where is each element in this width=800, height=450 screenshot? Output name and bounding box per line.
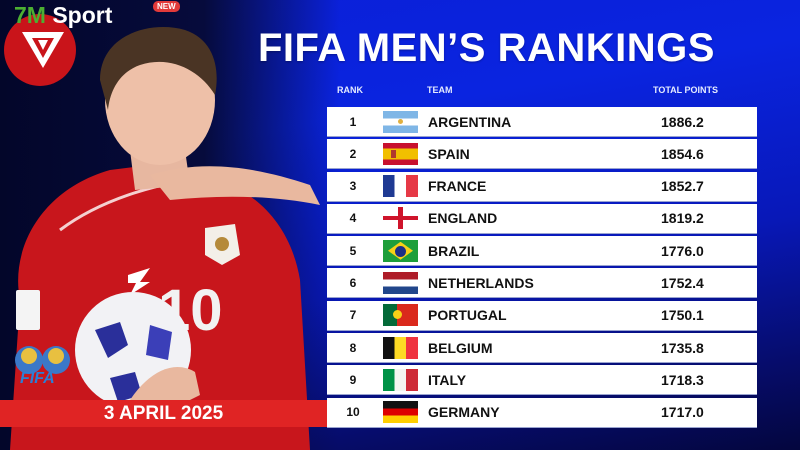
rank-cell: 8	[349, 340, 357, 355]
points-cell: 1750.1	[661, 307, 704, 324]
brand-v-logo-icon	[22, 32, 64, 68]
team-cell: FRANCE	[428, 178, 487, 195]
points-cell: 1717.0	[661, 404, 704, 421]
portugal-flag-icon	[383, 304, 418, 327]
points-cell: 1776.0	[661, 242, 704, 259]
team-cell: BRAZIL	[428, 242, 480, 259]
rank-cell: 2	[349, 146, 357, 161]
table-row: 1 ARGENTINA 1886.2	[327, 107, 757, 136]
brazil-flag-icon	[383, 239, 418, 262]
team-cell: ITALY	[428, 371, 467, 388]
points-cell: 1718.3	[661, 371, 704, 388]
table-row: 5 BRAZIL 1776.0	[327, 236, 757, 266]
table-row: 3 FRANCE 1852.7	[327, 171, 757, 201]
table-row: 10 GERMANY 1717.0	[327, 397, 757, 427]
table-row: 8 BELGIUM 1735.8	[327, 333, 757, 363]
rankings-table: 1 ARGENTINA 1886.2 2 SPAIN 1854.6 3 FRAN…	[327, 107, 757, 430]
team-cell: BELGIUM	[428, 339, 493, 356]
table-row: 6 NETHERLANDS 1752.4	[327, 268, 757, 298]
rank-cell: 4	[349, 211, 357, 226]
points-cell: 1854.6	[661, 145, 704, 162]
rank-cell: 1	[349, 114, 357, 129]
team-cell: SPAIN	[428, 145, 470, 162]
points-cell: 1886.2	[661, 113, 704, 130]
points-cell: 1752.4	[661, 274, 704, 291]
column-header-points: TOTAL POINTS	[653, 85, 719, 95]
team-cell: GERMANY	[428, 404, 500, 421]
rank-cell: 7	[349, 308, 357, 323]
points-cell: 1819.2	[661, 210, 704, 227]
rank-cell: 6	[349, 275, 357, 290]
column-header-rank: RANK	[337, 85, 363, 95]
italy-flag-icon	[383, 368, 418, 391]
rank-cell: 10	[346, 405, 360, 420]
date-banner: 3 APRIL 2025	[0, 400, 327, 427]
rank-cell: 9	[349, 372, 357, 387]
england-flag-icon	[383, 207, 418, 230]
page-title: FIFA MEN’S RANKINGS	[258, 26, 715, 70]
spain-flag-icon	[383, 142, 418, 165]
france-flag-icon	[383, 175, 418, 198]
rank-cell: 5	[349, 243, 357, 258]
team-cell: PORTUGAL	[428, 307, 507, 324]
brand-prefix: 7M	[14, 2, 46, 28]
points-cell: 1852.7	[661, 178, 704, 195]
table-row: 7 PORTUGAL 1750.1	[327, 300, 757, 330]
fifa-globe-logo-icon	[15, 346, 70, 374]
fifa-logo-text: FIFA	[20, 370, 55, 387]
column-header-team: TEAM	[427, 85, 453, 95]
brand-word: Sport	[52, 2, 113, 28]
points-cell: 1735.8	[661, 339, 704, 356]
netherlands-flag-icon	[383, 271, 418, 294]
team-cell: NETHERLANDS	[428, 274, 534, 291]
rank-cell: 3	[349, 179, 357, 194]
team-cell: ARGENTINA	[428, 113, 512, 130]
belgium-flag-icon	[383, 336, 418, 359]
brand-logo-circle	[4, 14, 76, 86]
new-badge: NEW	[153, 1, 180, 12]
table-row: 9 ITALY 1718.3	[327, 365, 757, 395]
table-row: 4 ENGLAND 1819.2	[327, 203, 757, 233]
brand-name: 7M Sport	[14, 2, 112, 29]
team-cell: ENGLAND	[428, 210, 498, 227]
argentina-flag-icon	[383, 110, 418, 133]
table-row: 2 SPAIN 1854.6	[327, 139, 757, 169]
player-image: 10	[10, 27, 320, 450]
germany-flag-icon	[383, 401, 418, 424]
